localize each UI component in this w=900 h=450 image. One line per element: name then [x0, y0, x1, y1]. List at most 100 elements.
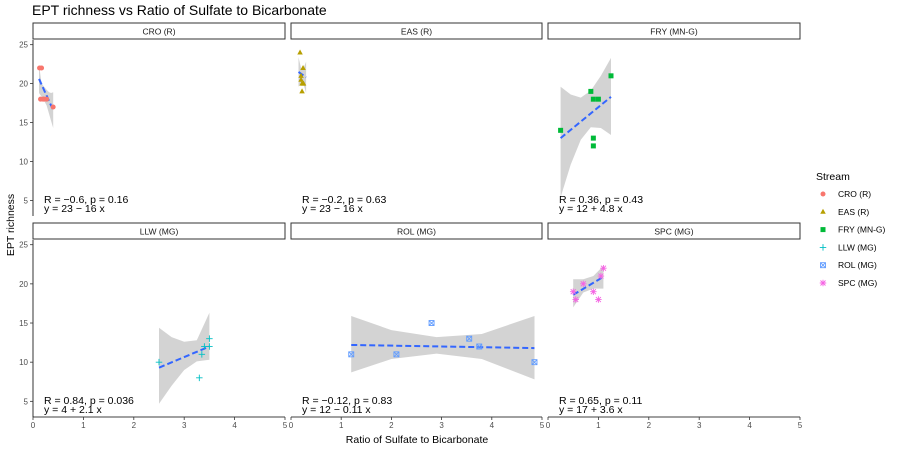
legend-key [820, 262, 826, 269]
correlation-annotation: R = −0.12, p = 0.83 [302, 395, 392, 407]
data-point [595, 96, 601, 102]
correlation-annotation: R = 0.65, p = 0.11 [559, 395, 642, 407]
facet-panel: CRO (R) R = −0.6, p = 0.16y = 23 − 16 x 5 1… [19, 22, 286, 216]
y-tick-label: 25 [19, 41, 28, 50]
y-tick-label: 5 [24, 397, 29, 406]
data-point [196, 374, 203, 382]
facet-panel: SPC (MG) R = 0.65, p = 0.11y = 17 + 3.6 x… [546, 222, 803, 430]
regression-equation: y = 17 + 3.6 x [559, 404, 623, 416]
legend-label: FRY (MN-G) [838, 225, 886, 235]
legend-label: EAS (R) [838, 207, 869, 217]
y-axis-title: EPT richness [5, 194, 17, 256]
facet-strip-label: SPC (MG) [654, 227, 693, 237]
x-tick-label: 5 [540, 421, 545, 430]
legend-item: CRO (R) [820, 189, 871, 199]
data-point [300, 65, 306, 71]
confidence-band [560, 57, 611, 198]
facet-panel: EAS (R) R = −0.2, p = 0.63y = 23 − 16 x [290, 22, 543, 215]
data-point [44, 96, 50, 102]
correlation-annotation: R = 0.36, p = 0.43 [559, 194, 643, 206]
facet-strip-label: CRO (R) [142, 27, 175, 37]
data-point [590, 288, 597, 295]
regression-line [559, 96, 612, 139]
y-tick-label: 20 [19, 280, 28, 289]
regression-equation: y = 23 − 16 x [44, 203, 105, 215]
regression-equation: y = 4 + 2.1 x [44, 404, 103, 416]
legend-item: SPC (MG) [819, 278, 877, 288]
facet-strip [32, 222, 286, 240]
x-tick-label: 1 [339, 421, 344, 430]
facet-panel: FRY (MN-G) R = 0.36, p = 0.43y = 12 + 4.8… [547, 22, 801, 215]
data-point [588, 88, 594, 94]
y-tick-label: 25 [19, 241, 28, 250]
legend-key [819, 244, 827, 251]
legend-label: SPC (MG) [838, 278, 877, 288]
data-point [206, 343, 213, 350]
y-tick-label: 5 [24, 196, 29, 205]
data-point [580, 280, 587, 288]
regression-line [38, 78, 55, 111]
data-point [531, 359, 538, 366]
correlation-annotation: R = −0.2, p = 0.63 [302, 194, 387, 206]
x-axis-title: Ratio of Sulfate to Bicarbonate [346, 434, 489, 446]
y-tick-label: 10 [19, 358, 28, 367]
chart-title: EPT richness vs Ratio of Sulfate to Bica… [32, 2, 327, 18]
data-point [50, 104, 56, 110]
x-tick-label: 3 [697, 421, 702, 430]
x-tick-label: 1 [596, 421, 601, 430]
data-point [558, 127, 564, 133]
data-point [595, 296, 602, 303]
x-tick-label: 2 [647, 421, 652, 430]
data-point [393, 351, 400, 358]
data-point [297, 49, 303, 55]
facet-strip-label: LLW (MG) [140, 227, 179, 237]
data-point [600, 264, 607, 272]
y-tick-label: 15 [19, 119, 28, 128]
x-tick-label: 0 [289, 421, 294, 430]
regression-line [297, 71, 307, 79]
facet-strip-label: ROL (MG) [397, 227, 436, 237]
data-point [155, 358, 163, 366]
x-tick-label: 5 [798, 421, 803, 430]
x-tick-label: 4 [490, 421, 495, 430]
x-tick-label: 2 [132, 421, 137, 430]
data-point [39, 65, 45, 71]
regression-equation: y = 23 − 16 x [302, 203, 363, 215]
legend-label: LLW (MG) [838, 242, 877, 252]
legend-title: Stream [816, 171, 850, 183]
data-point [198, 351, 206, 358]
confidence-band [159, 312, 210, 404]
legend-item: LLW (MG) [819, 242, 877, 252]
legend-item: FRY (MN-G) [820, 225, 886, 235]
regression-line [158, 345, 210, 369]
legend-key [820, 208, 826, 214]
regression-equation: y = 12 − 0.11 x [302, 404, 371, 416]
confidence-band [573, 265, 604, 308]
legend-item: ROL (MG) [820, 260, 877, 270]
correlation-annotation: R = 0.84, p = 0.036 [44, 395, 134, 407]
regression-equation: y = 12 + 4.8 x [559, 203, 623, 215]
legend-item: EAS (R) [820, 207, 869, 217]
facet-strip [32, 22, 286, 40]
data-point [572, 296, 579, 303]
facet-panel: ROL (MG) R = −0.12, p = 0.83y = 12 − 0.11… [289, 222, 545, 430]
correlation-annotation: R = −0.6, p = 0.16 [44, 194, 129, 206]
facet-strip-label: EAS (R) [401, 27, 432, 37]
x-tick-label: 1 [81, 421, 86, 430]
data-point [569, 288, 577, 295]
legend-key [820, 191, 826, 197]
x-tick-label: 3 [182, 421, 187, 430]
panels: CRO (R)R = −0.6, p = 0.16y = 23 − 16 x51… [19, 22, 803, 430]
facet-strip [547, 222, 801, 240]
facet-strip [547, 22, 801, 40]
data-point [428, 320, 435, 326]
legend-label: CRO (R) [838, 189, 871, 199]
legend: Stream CRO (R) EAS (R) FRY (MN-G) LLW (MG) R… [816, 171, 886, 288]
x-tick-label: 4 [232, 421, 237, 430]
data-point [348, 351, 355, 358]
x-tick-label: 2 [389, 421, 394, 430]
confidence-band [351, 316, 535, 380]
y-tick-label: 10 [19, 157, 28, 166]
